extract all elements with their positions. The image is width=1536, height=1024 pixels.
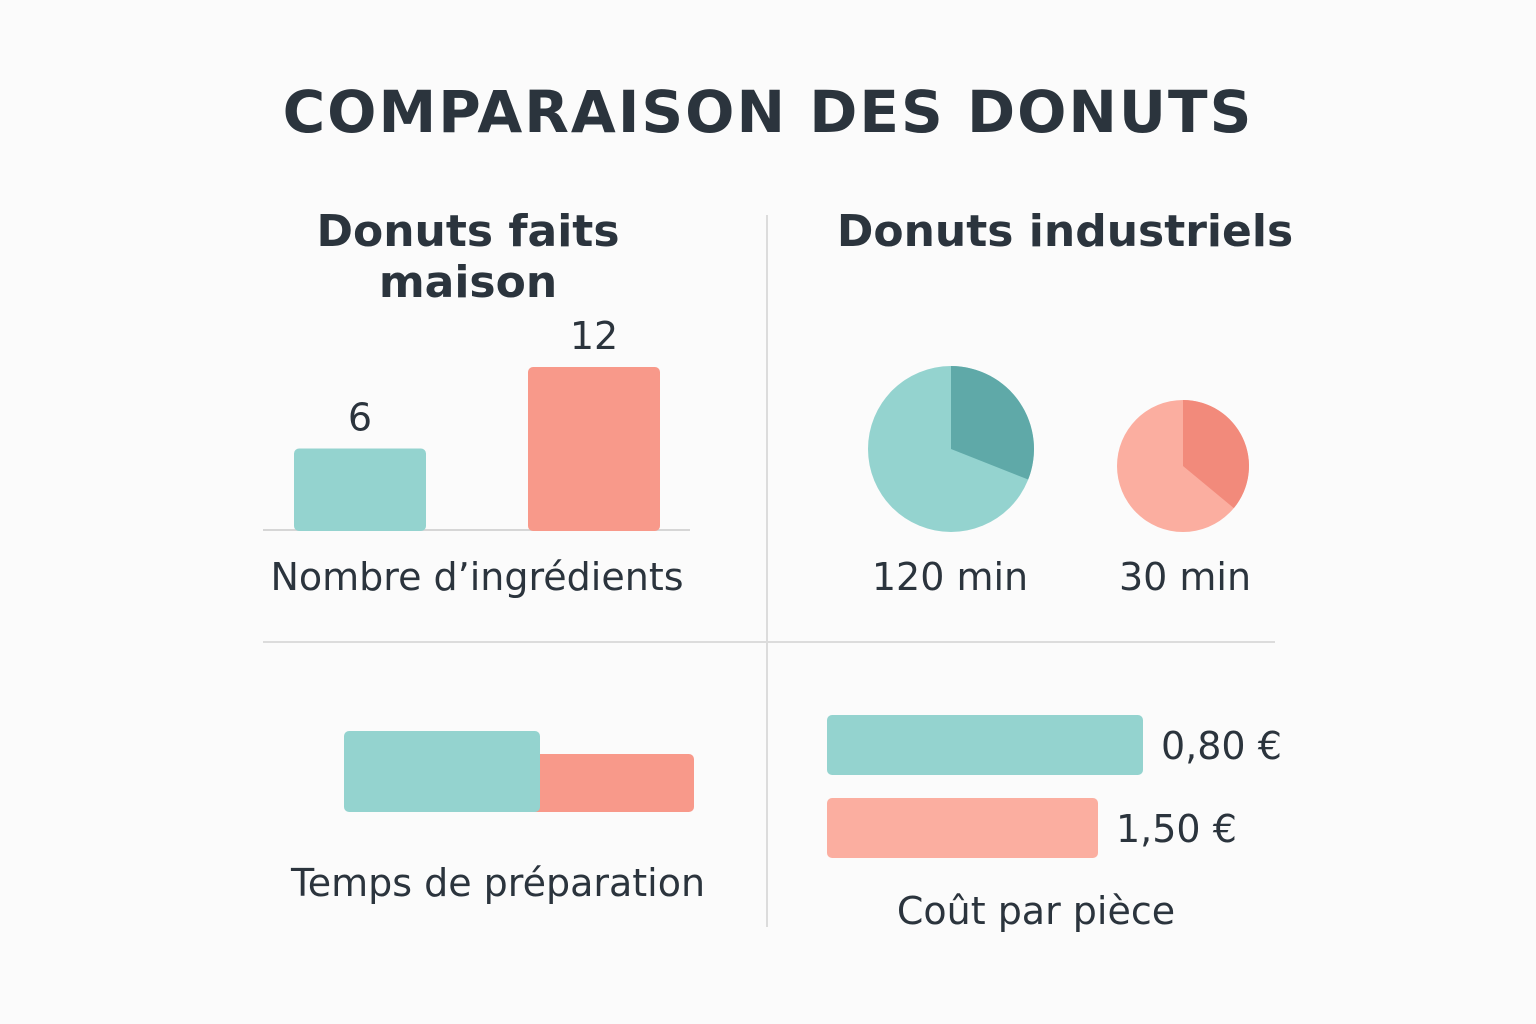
cost-axis-label: Coût par pièce [897, 889, 1175, 933]
page-title: COMPARAISON DES DONUTS [282, 78, 1254, 146]
ingredients-axis-label: Nombre d’ingrédients [270, 555, 683, 599]
cost-bar-industrial [827, 798, 1098, 858]
prep-time-bar-homemade [344, 731, 540, 812]
vertical-divider [766, 215, 768, 927]
cost-bar-homemade [827, 715, 1143, 775]
cost-value-homemade: 0,80 € [1161, 724, 1282, 768]
ingredients-bar-industrial [528, 367, 660, 531]
right-column-title: Donuts industriels [836, 206, 1294, 257]
horizontal-divider [263, 641, 1275, 643]
ingredients-value-homemade: 6 [348, 396, 372, 440]
pie-label-30-min: 30 min [1119, 555, 1251, 599]
ingredients-bar-homemade [294, 448, 426, 531]
cost-value-industrial: 1,50 € [1116, 807, 1237, 851]
pie-label-120-min: 120 min [872, 555, 1028, 599]
pie-30-min-slice [1183, 400, 1249, 509]
left-column-title: Donuts faits maison [316, 206, 620, 308]
prep-time-bar-industrial [530, 754, 694, 812]
ingredients-value-industrial: 12 [570, 314, 618, 358]
prep-time-axis-label: Temps de préparation [290, 861, 705, 905]
pie-120-min-slice [951, 366, 1034, 480]
